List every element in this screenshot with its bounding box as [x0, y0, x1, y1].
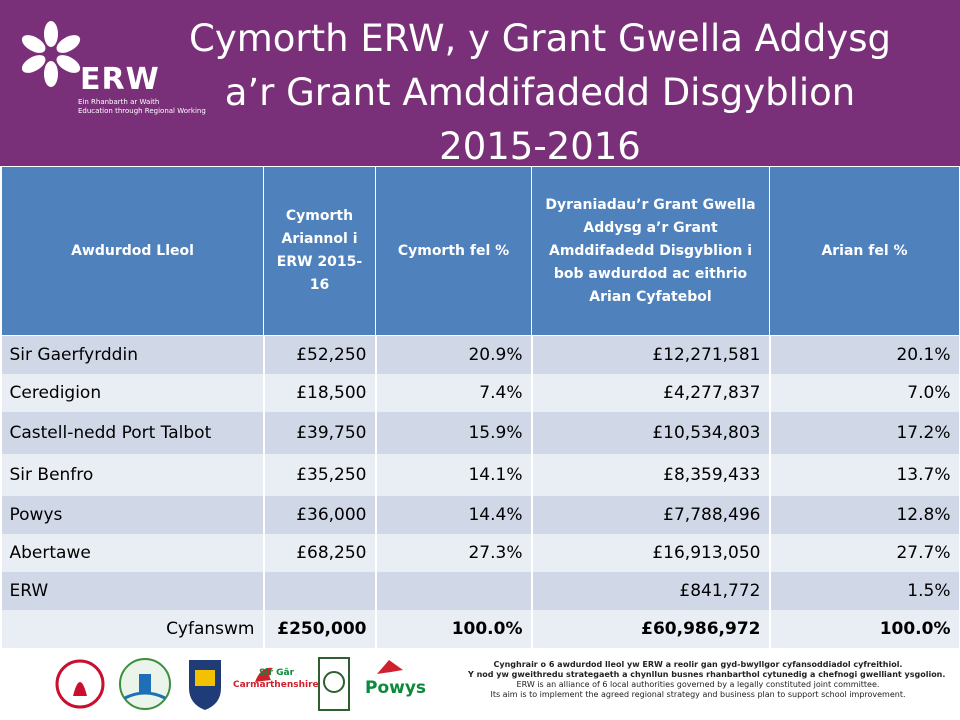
carmarthenshire-logo: Sir Gâr Carmarthenshire [233, 664, 319, 704]
neath-port-talbot-logo-icon [119, 658, 171, 710]
grant-pct-cell: 20.1% [769, 335, 960, 374]
title-line-1: Cymorth ERW, y Grant Gwella Addysg [189, 17, 891, 60]
support-cell: £52,250 [263, 335, 377, 374]
grant-cell: £10,534,803 [531, 412, 771, 454]
authority-cell: Sir Benfro [1, 454, 265, 496]
council-logos: Sir Gâr Carmarthenshire Powys [55, 656, 435, 716]
support-cell: £68,250 [263, 534, 377, 572]
support-pct-cell [375, 572, 533, 610]
total-grant-cell: £60,986,972 [531, 610, 771, 648]
support-cell: £35,250 [263, 454, 377, 496]
footer-line-en-2: Its aim is to implement the agreed regio… [490, 690, 906, 699]
support-pct-cell: 20.9% [375, 335, 533, 374]
support-cell: £36,000 [263, 496, 377, 534]
total-grant-pct-cell: 100.0% [769, 610, 960, 648]
table-row: Powys £36,000 14.4% £7,788,496 12.8% [1, 496, 960, 534]
table-total-row: Cyfanswm £250,000 100.0% £60,986,972 100… [1, 610, 960, 648]
page-title: Cymorth ERW, y Grant Gwella Addysg a’r G… [160, 12, 920, 174]
grant-cell: £12,271,581 [531, 335, 771, 374]
authority-cell: Sir Gaerfyrddin [1, 335, 265, 374]
logo-text: ERW [80, 62, 160, 97]
authority-cell: Ceredigion [1, 374, 265, 412]
kite-icon [377, 660, 403, 674]
total-support-cell: £250,000 [263, 610, 377, 648]
support-cell: £18,500 [263, 374, 377, 412]
carmarthenshire-en-label: Carmarthenshire [233, 680, 319, 690]
footer-statement: Cynghrair o 6 awdurdod lleol yw ERW a re… [468, 660, 946, 700]
header-banner: ERW Ein Rhanbarth ar Waith Education thr… [0, 0, 960, 168]
support-pct-cell: 7.4% [375, 374, 533, 412]
grant-cell: £4,277,837 [531, 374, 771, 412]
table-row: ERW £841,772 1.5% [1, 572, 960, 610]
col-header-support-pct: Cymorth fel % [375, 166, 532, 336]
grant-cell: £16,913,050 [531, 534, 771, 572]
support-pct-cell: 27.3% [375, 534, 533, 572]
powys-logo: Powys [365, 658, 427, 708]
authority-cell: ERW [1, 572, 265, 610]
support-cell [263, 572, 377, 610]
table-row: Sir Gaerfyrddin £52,250 20.9% £12,271,58… [1, 335, 960, 374]
table-row: Sir Benfro £35,250 14.1% £8,359,433 13.7… [1, 454, 960, 496]
grant-pct-cell: 7.0% [769, 374, 960, 412]
total-support-pct-cell: 100.0% [375, 610, 533, 648]
support-pct-cell: 15.9% [375, 412, 533, 454]
col-header-support: Cymorth Ariannol i ERW 2015-16 [263, 166, 376, 336]
table-header-row: Awdurdod Lleol Cymorth Ariannol i ERW 20… [1, 166, 960, 336]
grant-cell: £8,359,433 [531, 454, 771, 496]
table-row: Ceredigion £18,500 7.4% £4,277,837 7.0% [1, 374, 960, 412]
carmarthenshire-cy-label: Sir Gâr [259, 668, 295, 678]
ceredigion-crest-icon [189, 660, 221, 710]
authority-cell: Powys [1, 496, 265, 534]
col-header-grant-pct: Arian fel % [769, 166, 960, 336]
table-row: Castell-nedd Port Talbot £39,750 15.9% £… [1, 412, 960, 454]
grant-cell: £7,788,496 [531, 496, 771, 534]
grant-pct-cell: 12.8% [769, 496, 960, 534]
swansea-crest-icon [55, 659, 105, 709]
grant-pct-cell: 13.7% [769, 454, 960, 496]
grant-cell: £841,772 [531, 572, 771, 610]
total-label-cell: Cyfanswm [1, 610, 265, 648]
support-pct-cell: 14.4% [375, 496, 533, 534]
flower-icon [21, 21, 81, 87]
authority-cell: Castell-nedd Port Talbot [1, 412, 265, 454]
dragon-icon [255, 667, 273, 682]
grant-pct-cell: 27.7% [769, 534, 960, 572]
support-cell: £39,750 [263, 412, 377, 454]
grant-pct-cell: 17.2% [769, 412, 960, 454]
support-pct-cell: 14.1% [375, 454, 533, 496]
col-header-grant: Dyraniadau’r Grant Gwella Addysg a’r Gra… [531, 166, 770, 336]
footer-line-cy-2: Y nod yw gweithredu strategaeth a chynll… [468, 670, 946, 679]
grant-pct-cell: 1.5% [769, 572, 960, 610]
footer-line-en-1: ERW is an alliance of 6 local authoritie… [516, 680, 880, 689]
pembrokeshire-crest-icon [318, 657, 350, 711]
footer-line-cy-1: Cynghrair o 6 awdurdod lleol yw ERW a re… [493, 660, 903, 669]
funding-table: Awdurdod Lleol Cymorth Ariannol i ERW 20… [1, 166, 960, 648]
logo-tagline-en: Education through Regional Working [78, 107, 206, 115]
erw-logo: ERW Ein Rhanbarth ar Waith Education thr… [18, 18, 206, 118]
powys-label: Powys [365, 678, 427, 698]
logo-tagline-cy: Ein Rhanbarth ar Waith [78, 98, 160, 106]
table-row: Abertawe £68,250 27.3% £16,913,050 27.7% [1, 534, 960, 572]
col-header-authority: Awdurdod Lleol [1, 166, 264, 336]
title-line-3: 2015-2016 [439, 125, 641, 168]
authority-cell: Abertawe [1, 534, 265, 572]
title-line-2: a’r Grant Amddifadedd Disgyblion [224, 71, 856, 114]
